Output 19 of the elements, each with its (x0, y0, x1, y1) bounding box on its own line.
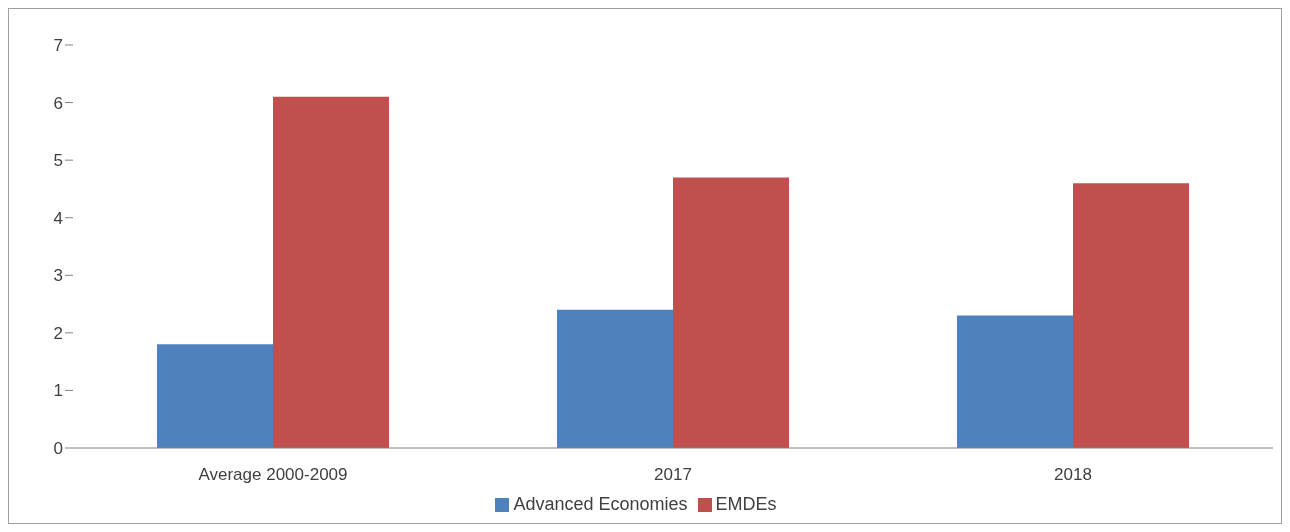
bar (157, 344, 273, 448)
bar (673, 177, 789, 448)
bar (273, 96, 389, 448)
bar (957, 315, 1073, 448)
legend-label: EMDEs (715, 494, 777, 514)
y-tick-label: 5 (53, 151, 63, 171)
y-tick-label: 0 (53, 439, 63, 459)
x-tick-label: 2018 (1054, 465, 1092, 485)
y-tick-label: 7 (53, 36, 63, 56)
y-tick-label: 2 (53, 323, 63, 343)
y-tick-label: 6 (53, 93, 63, 113)
legend-label: Advanced Economies (513, 494, 688, 514)
x-tick-label: Average 2000-2009 (198, 465, 348, 485)
y-tick-label: 3 (53, 266, 63, 286)
y-tick-label: 1 (53, 381, 63, 401)
bar (1073, 183, 1189, 448)
bar (557, 309, 673, 448)
x-tick-label: 2017 (654, 465, 692, 485)
y-tick-label: 4 (53, 208, 63, 228)
